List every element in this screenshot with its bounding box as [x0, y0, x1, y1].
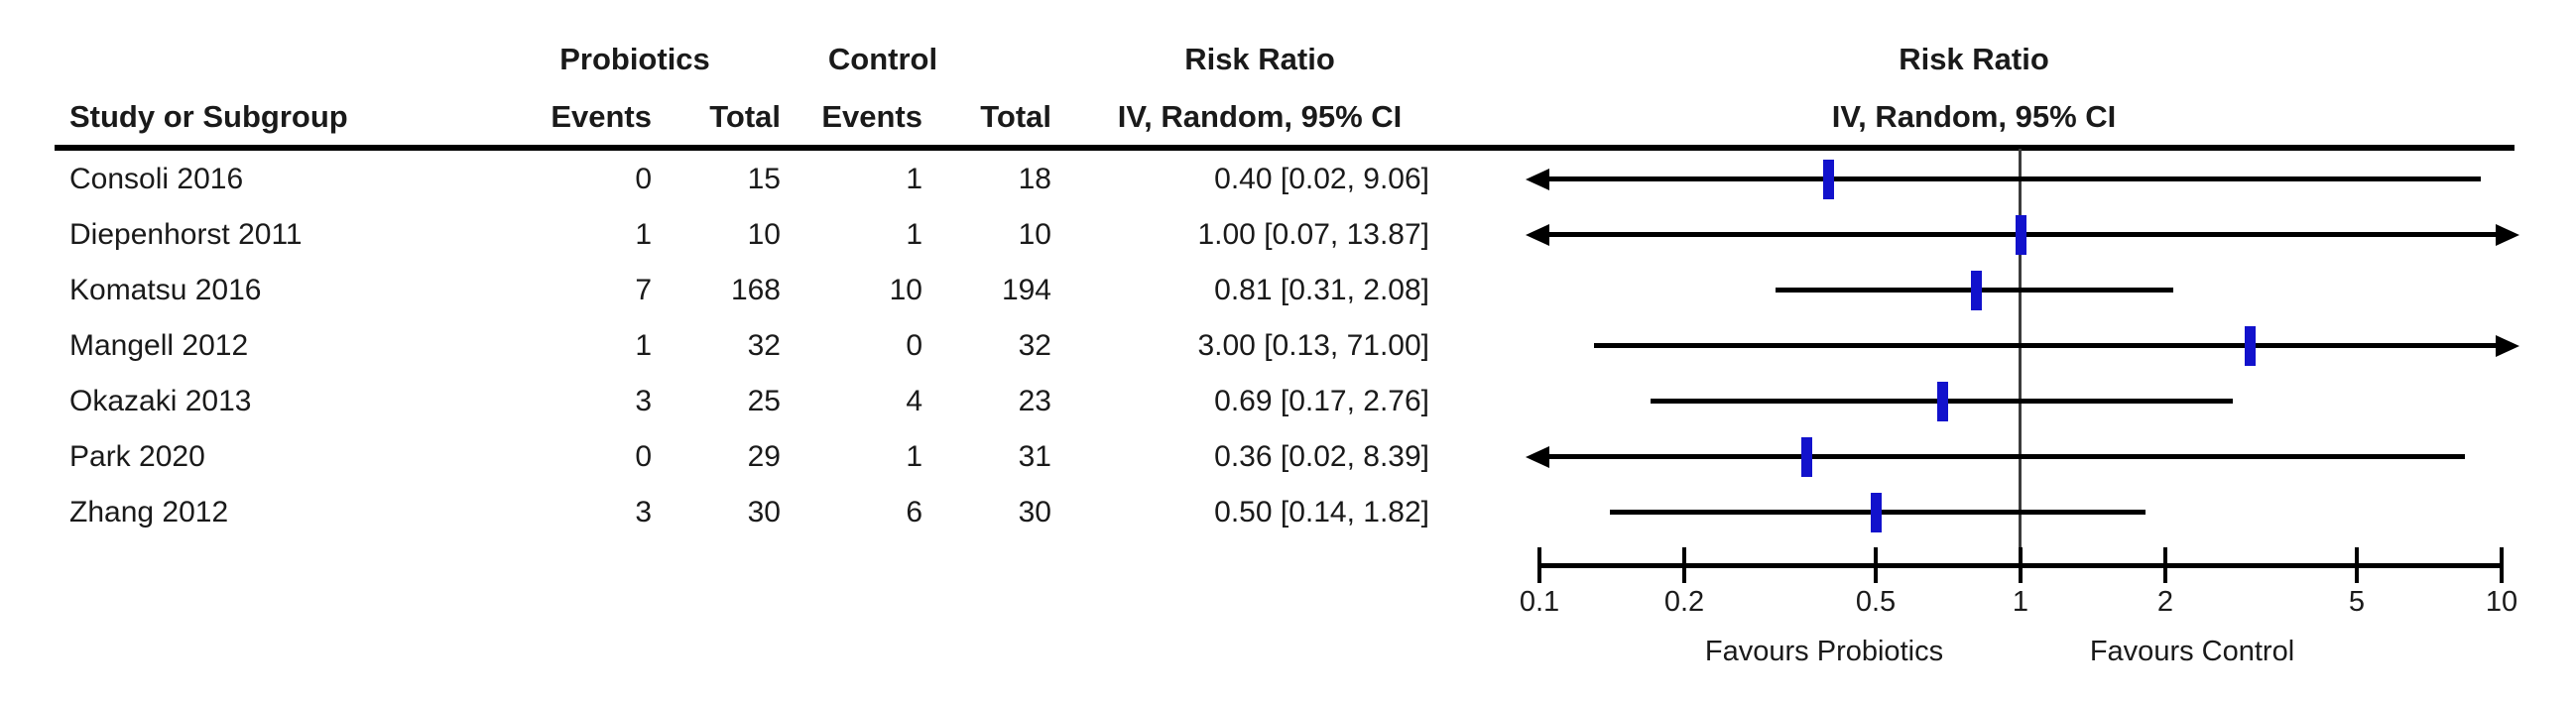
- point-estimate-marker: [2016, 215, 2026, 255]
- ci-text-cell: 1.00 [0.07, 13.87]: [1197, 218, 1429, 251]
- control-total-cell: 32: [1018, 329, 1051, 362]
- point-estimate-marker: [2245, 326, 2256, 366]
- probiotics-total-cell: 30: [747, 496, 781, 528]
- study-column-header: Study or Subgroup: [69, 99, 348, 134]
- axis-tick-label: 2: [2156, 586, 2174, 618]
- probiotics-total-cell: 29: [747, 440, 781, 473]
- ci-text-cell: 0.36 [0.02, 8.39]: [1214, 440, 1429, 473]
- ci-arrow-left-icon: [1526, 169, 1549, 190]
- ci-arrow-right-icon: [2496, 224, 2519, 246]
- probiotics-total-cell: 32: [747, 329, 781, 362]
- ci-line: [1545, 454, 2465, 459]
- ci-text-cell: 0.50 [0.14, 1.82]: [1214, 496, 1429, 528]
- method-header: IV, Random, 95% CI: [1117, 99, 1403, 134]
- axis-tick-label: 0.1: [1519, 586, 1560, 618]
- group2-total-header: Total: [980, 99, 1051, 134]
- ci-arrow-left-icon: [1526, 446, 1549, 468]
- probiotics-events-cell: 3: [635, 496, 652, 528]
- study-label: Consoli 2016: [69, 163, 244, 195]
- probiotics-total-cell: 15: [747, 163, 781, 195]
- point-estimate-marker: [1801, 437, 1812, 477]
- ci-line: [1594, 343, 2500, 348]
- control-total-cell: 31: [1018, 440, 1051, 473]
- group1-events-header: Events: [551, 99, 652, 134]
- study-label: Diepenhorst 2011: [69, 218, 303, 251]
- favours-left-label: Favours Probiotics: [1704, 636, 1944, 667]
- axis-tick: [1874, 547, 1878, 583]
- control-events-cell: 0: [906, 329, 922, 362]
- probiotics-total-cell: 168: [730, 274, 781, 306]
- axis-tick: [1537, 547, 1541, 583]
- group1-total-header: Total: [709, 99, 781, 134]
- ci-text-cell: 3.00 [0.13, 71.00]: [1197, 329, 1429, 362]
- axis-tick-label: 5: [2348, 586, 2366, 618]
- axis-tick-label: 0.5: [1855, 586, 1897, 618]
- probiotics-total-cell: 25: [747, 385, 781, 417]
- control-events-cell: 6: [906, 496, 922, 528]
- axis-tick: [2500, 547, 2504, 583]
- control-total-cell: 194: [1001, 274, 1051, 306]
- control-total-cell: 10: [1018, 218, 1051, 251]
- group2-events-header: Events: [821, 99, 922, 134]
- axis-tick-label: 1: [2012, 586, 2029, 618]
- study-label: Zhang 2012: [69, 496, 229, 528]
- plot-effect-measure-header: Risk Ratio: [1899, 42, 2049, 76]
- probiotics-events-cell: 0: [635, 163, 652, 195]
- point-estimate-marker: [1823, 160, 1834, 199]
- ci-arrow-left-icon: [1526, 224, 1549, 246]
- axis-tick: [2163, 547, 2167, 583]
- control-events-cell: 1: [906, 163, 922, 195]
- axis-tick: [2355, 547, 2359, 583]
- group2-header: Control: [827, 42, 938, 76]
- null-effect-line: [2019, 149, 2022, 565]
- control-events-cell: 4: [906, 385, 922, 417]
- control-total-cell: 23: [1018, 385, 1051, 417]
- header-divider-line: [55, 145, 2515, 151]
- plot-method-header: IV, Random, 95% CI: [1831, 99, 2117, 134]
- point-estimate-marker: [1937, 382, 1948, 421]
- favours-right-label: Favours Control: [2089, 636, 2295, 667]
- study-label: Okazaki 2013: [69, 385, 252, 417]
- probiotics-events-cell: 7: [635, 274, 652, 306]
- ci-text-cell: 0.81 [0.31, 2.08]: [1214, 274, 1429, 306]
- control-events-cell: 1: [906, 218, 922, 251]
- group1-header: Probiotics: [559, 42, 710, 76]
- ci-arrow-right-icon: [2496, 335, 2519, 357]
- probiotics-events-cell: 3: [635, 385, 652, 417]
- study-label: Mangell 2012: [69, 329, 249, 362]
- point-estimate-marker: [1971, 271, 1982, 310]
- probiotics-total-cell: 10: [747, 218, 781, 251]
- axis-tick-label: 0.2: [1663, 586, 1705, 618]
- point-estimate-marker: [1871, 493, 1882, 532]
- probiotics-events-cell: 0: [635, 440, 652, 473]
- control-total-cell: 18: [1018, 163, 1051, 195]
- control-events-cell: 10: [889, 274, 922, 306]
- study-label: Komatsu 2016: [69, 274, 262, 306]
- probiotics-events-cell: 1: [635, 218, 652, 251]
- axis-tick: [1682, 547, 1686, 583]
- effect-measure-header: Risk Ratio: [1184, 42, 1335, 76]
- probiotics-events-cell: 1: [635, 329, 652, 362]
- ci-text-cell: 0.40 [0.02, 9.06]: [1214, 163, 1429, 195]
- ci-line: [1545, 176, 2481, 181]
- control-total-cell: 30: [1018, 496, 1051, 528]
- axis-tick: [2019, 547, 2023, 583]
- control-events-cell: 1: [906, 440, 922, 473]
- axis-tick-label: 10: [2485, 586, 2518, 618]
- ci-text-cell: 0.69 [0.17, 2.76]: [1214, 385, 1429, 417]
- study-label: Park 2020: [69, 440, 205, 473]
